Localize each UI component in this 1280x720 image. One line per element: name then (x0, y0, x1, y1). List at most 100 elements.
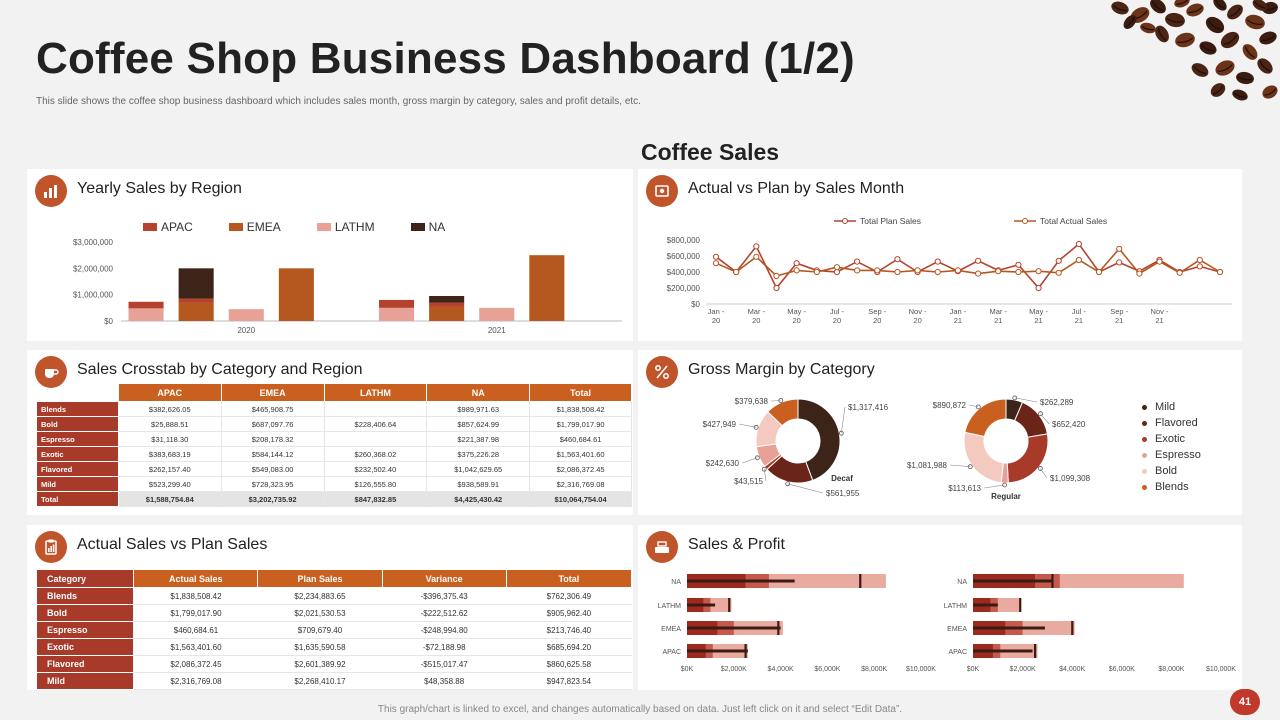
x-tick-label: 20 (712, 316, 720, 325)
donut-value-label: $43,515 (734, 477, 763, 486)
table-corner (37, 384, 119, 402)
series-point (1075, 256, 1082, 264)
x-tick-label: 21 (1075, 316, 1083, 325)
series-point (773, 272, 780, 280)
x-tick-label: $6,000K (1109, 666, 1135, 673)
table-row: Espresso $460,684.61 $709,679.40 -$248,994.… (35, 621, 632, 639)
bean-body (1262, 85, 1278, 99)
bar-segment-apac (429, 302, 465, 307)
legend-item: NA (410, 220, 446, 234)
table-cell: $905,962.40 (506, 604, 632, 622)
table-cell: $375,226.28 (426, 446, 531, 462)
bar-segment-na (429, 295, 465, 303)
series-point (813, 268, 820, 276)
y-tick-label: $400,000 (667, 268, 701, 277)
y-tick-label: $3,000,000 (73, 238, 114, 247)
percent-icon (646, 356, 678, 388)
y-tick-label: $2,000,000 (73, 264, 114, 273)
yearly-legend: APAC EMEA LATHM NA (143, 220, 445, 234)
y-tick-label: EMEA (661, 626, 681, 633)
bean-crease (1151, 1, 1164, 12)
row-header: Bold (35, 604, 135, 622)
series-point (1075, 240, 1082, 248)
row-header: Espresso (35, 621, 135, 639)
y-tick-label: APAC (948, 649, 967, 656)
donut-leader (841, 406, 846, 434)
coffee-bean (1215, 60, 1235, 76)
x-tick-label: 20 (833, 316, 841, 325)
donut-leader (787, 483, 824, 494)
row-header: Mild (36, 476, 119, 492)
column-header: Category (35, 569, 135, 588)
donut-value-label: $427,949 (703, 420, 737, 429)
y-tick-label: $0 (104, 317, 113, 326)
bar-target-marker (1071, 621, 1074, 635)
donut-leader (1014, 397, 1038, 403)
bar-segment-apac (178, 298, 214, 303)
table-header-row: Category Actual Sales Plan Sales Variance To… (35, 569, 633, 588)
x-tick-label: Jan - (950, 307, 967, 316)
table-row: Mild $2,316,769.08 $2,268,410.17 $48,358.88… (35, 672, 632, 690)
row-header: Bold (36, 416, 119, 432)
legend-swatch (228, 223, 243, 231)
table-cell: $762,306.49 (506, 587, 632, 605)
series-point (1216, 268, 1224, 276)
table-cell: -$222,512.62 (382, 604, 507, 622)
bean-crease (1112, 5, 1127, 12)
legend-dot (1142, 420, 1147, 426)
x-tick-label: 21 (994, 316, 1002, 325)
bar-segment-emea (529, 255, 565, 321)
table-cell: $31,118.30 (117, 431, 222, 447)
series-point (854, 258, 861, 265)
series-point (733, 268, 740, 276)
legend-marker (1022, 218, 1028, 224)
table-cell: $213,746.40 (506, 621, 632, 639)
legend-label: Exotic (1155, 433, 1185, 445)
legend-item: Flavored (1142, 415, 1201, 431)
x-tick-label: 21 (1115, 316, 1123, 325)
bean-crease (1212, 85, 1224, 95)
table-cell: $221,387.98 (426, 431, 531, 447)
y-tick-label: $600,000 (667, 252, 701, 261)
table-cell: $2,234,883.65 (257, 587, 383, 605)
table-cell: $48,358.88 (382, 672, 507, 690)
series-point (1035, 284, 1042, 292)
series-point (1176, 269, 1183, 276)
series-point (1035, 268, 1042, 275)
table-row: Flavored $262,157.40 $549,083.00 $232,502.4… (36, 461, 632, 477)
series-point (995, 268, 1002, 275)
bean-body (1205, 16, 1225, 34)
bean-body (1215, 60, 1235, 76)
bar-profit (687, 579, 795, 583)
x-tick-label: $2,000K (1010, 666, 1036, 673)
coffee-bean (1186, 3, 1204, 17)
donut-slice (964, 398, 1007, 438)
table-cell: $1,042,629.65 (426, 461, 531, 477)
bar-segment-apac (379, 299, 415, 308)
donut-value-label: $242,630 (706, 459, 740, 468)
table-cell: $989,971.63 (426, 401, 531, 417)
table-cell: $228,406.64 (323, 416, 428, 432)
bar-profit (687, 626, 781, 630)
legend-label: NA (428, 220, 446, 234)
y-tick-label: NA (671, 579, 681, 586)
coffee-bean (1227, 4, 1243, 20)
table-cell: -$248,994.80 (382, 621, 507, 639)
bean-crease (1223, 35, 1238, 46)
row-header: Flavored (36, 461, 119, 477)
x-tick-label: Sep - (1110, 307, 1128, 316)
bean-crease (1233, 92, 1247, 98)
panel-title-actual-vs-plan: Actual Sales vs Plan Sales (77, 536, 268, 553)
series-point (1196, 256, 1203, 264)
table-header-row: APAC EMEA LATHM NA Total (37, 383, 632, 402)
row-header: Mild (35, 672, 135, 690)
x-tick-label: $0K (967, 666, 980, 673)
table-cell: $1,563,401.60 (133, 638, 258, 656)
table-cell: $2,316,769.08 (133, 672, 258, 690)
column-header: Variance (381, 569, 507, 588)
bar-target-marker (744, 644, 747, 658)
row-header: Flavored (35, 655, 135, 673)
donut-value-label: $113,613 (948, 484, 981, 493)
donut-leader (949, 464, 971, 467)
x-tick-label: 21 (1155, 316, 1163, 325)
